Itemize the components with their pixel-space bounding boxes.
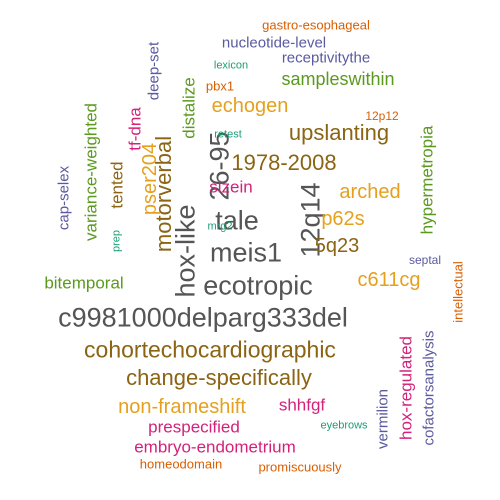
word: mrg2 (207, 220, 233, 233)
word: distalize (179, 77, 199, 139)
word: prespecified (148, 417, 240, 437)
word: c9981000delparg333del (58, 302, 348, 333)
word: variance-weighted (81, 103, 101, 241)
word: eyebrows (320, 419, 368, 432)
word: receptivitythe (281, 49, 371, 67)
word: shhfgf (278, 395, 326, 415)
word: hypermetropia (417, 125, 437, 235)
word: p62s (321, 208, 365, 230)
word: prep (110, 229, 123, 253)
word: nucleotide-level (221, 34, 327, 52)
word: intellectual (450, 261, 466, 323)
word: non-frameshift (118, 396, 246, 418)
word: hox-regulated (396, 336, 416, 440)
word: cohortechocardiographic (84, 336, 336, 363)
word: cofactorsanalysis (420, 330, 438, 446)
word: ecotropic (203, 270, 313, 301)
word: homeodomain (139, 456, 223, 472)
word: hox-like (170, 204, 201, 298)
word: 5q23 (314, 235, 360, 257)
word: c611cg (357, 269, 421, 291)
word: promiscuously (258, 459, 342, 475)
word: gastro-esophageal (262, 17, 370, 33)
word: echogen (211, 95, 289, 117)
word: pbx1 (205, 78, 235, 94)
word: embryo-endometrium (134, 437, 296, 457)
word: upslanting (288, 120, 390, 145)
word: tf-dna (125, 107, 145, 151)
word: 1978-2008 (231, 150, 337, 175)
word: tale (215, 205, 259, 236)
word: pser204 (139, 142, 161, 216)
word: tented (107, 161, 127, 209)
word: 12p12 (365, 109, 399, 123)
word: cap-selex (55, 165, 73, 231)
word: sizein (209, 177, 253, 197)
word: septal (408, 253, 442, 267)
word: bitemporal (44, 273, 124, 293)
word: retest (214, 128, 242, 141)
word: change-specifically (126, 365, 312, 390)
word: deep-set (145, 41, 163, 101)
word: meis1 (209, 237, 283, 268)
word: arched (339, 181, 401, 203)
word: vermilion (374, 388, 392, 450)
word: sampleswithin (281, 69, 395, 89)
word: lexicon (213, 59, 249, 72)
